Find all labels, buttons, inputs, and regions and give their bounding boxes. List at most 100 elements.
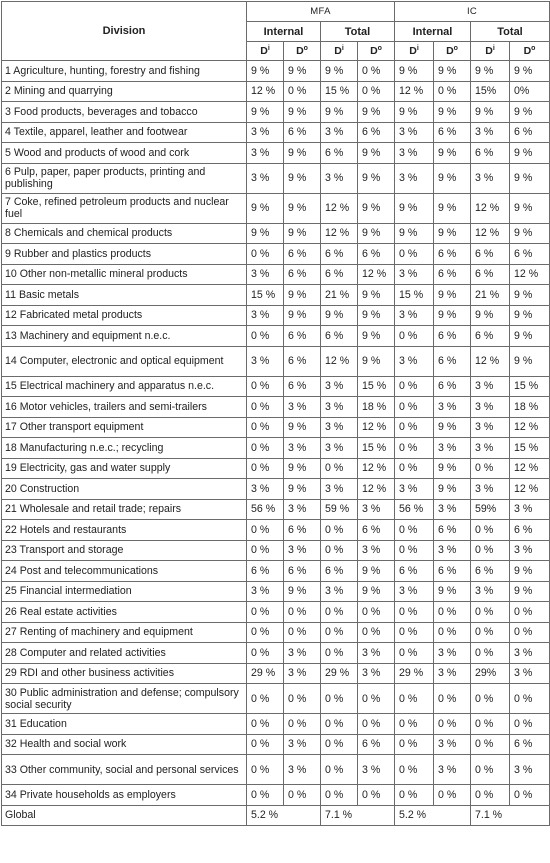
division-label: 15 Electrical machinery and apparatus n.… — [1, 375, 247, 397]
value-cell: 3 % — [357, 642, 395, 664]
value-cell: 0 % — [246, 519, 284, 541]
value-cell: 0 % — [394, 437, 434, 459]
value-cell: 9 % — [357, 345, 395, 377]
value-cell: 0 % — [508, 713, 550, 735]
value-cell: 6 % — [508, 519, 550, 541]
value-cell: 0 % — [394, 416, 434, 438]
d-column-header: Di — [320, 41, 358, 61]
value-cell: 0 % — [246, 416, 284, 438]
division-header: Division — [1, 1, 247, 61]
value-cell: 9 % — [508, 580, 550, 602]
value-cell: 3 % — [246, 142, 284, 164]
table-row: 5 Wood and products of wood and cork 3 % 9… — [1, 142, 550, 164]
division-label: 20 Construction — [1, 478, 247, 500]
division-label: 31 Education — [1, 713, 247, 735]
value-cell: 6 % — [433, 325, 471, 347]
value-cell: 6 % — [357, 121, 395, 143]
value-cell: 0 % — [320, 642, 358, 664]
division-label: 2 Mining and quarrying — [1, 80, 247, 102]
value-cell: 0 % — [394, 457, 434, 479]
value-cell: 21 % — [320, 284, 358, 306]
division-label: 28 Computer and related activities — [1, 642, 247, 664]
value-cell: 9 % — [246, 101, 284, 123]
value-cell: 0 % — [394, 539, 434, 561]
value-cell: 0 % — [246, 754, 284, 785]
value-cell: 0 % — [508, 683, 550, 714]
value-cell: 9 % — [283, 457, 321, 479]
value-cell: 0 % — [246, 784, 284, 806]
value-cell: 9 % — [357, 192, 395, 224]
value-cell: 0 % — [433, 683, 471, 714]
value-cell: 9 % — [357, 325, 395, 347]
value-cell: 6 % — [470, 560, 510, 582]
value-cell: 3 % — [320, 478, 358, 500]
value-cell: 0 % — [394, 621, 434, 643]
value-cell: 0 % — [394, 642, 434, 664]
value-cell: 6 % — [320, 263, 358, 285]
value-cell: 3 % — [246, 304, 284, 326]
value-cell: 3 % — [394, 304, 434, 326]
value-cell: 0 % — [246, 325, 284, 347]
value-cell: 9 % — [320, 304, 358, 326]
table-row: 1 Agriculture, hunting, forestry and fis… — [1, 60, 550, 82]
value-cell: 0 % — [357, 683, 395, 714]
value-cell: 3 % — [320, 580, 358, 602]
division-label: 32 Health and social work — [1, 733, 247, 755]
value-cell: 0 % — [246, 375, 284, 397]
table-row: 32 Health and social work 0 % 3 % 0 % 6 % 0 %… — [1, 733, 550, 755]
value-cell: 9 % — [433, 222, 471, 244]
value-cell: 9 % — [470, 304, 510, 326]
value-cell: 3 % — [246, 121, 284, 143]
value-cell: 29 % — [320, 662, 358, 684]
value-cell: 3 % — [246, 345, 284, 377]
table-row: 24 Post and telecommunications 6 % 6 % 6 % 9… — [1, 560, 550, 582]
value-cell: 6 % — [433, 121, 471, 143]
value-cell: 0 % — [394, 243, 434, 265]
table-row: 8 Chemicals and chemical products 9 % 9 % 1… — [1, 222, 550, 244]
value-cell: 9 % — [394, 222, 434, 244]
division-label: 34 Private households as employers — [1, 784, 247, 806]
table-row: 15 Electrical machinery and apparatus n.… — [1, 375, 550, 397]
value-cell: 3 % — [394, 345, 434, 377]
value-cell: 0 % — [246, 539, 284, 561]
value-cell: 12 % — [508, 478, 550, 500]
d-column-header: Do — [433, 41, 471, 61]
value-cell: 0 % — [470, 601, 510, 623]
value-cell: 6 % — [357, 733, 395, 755]
group-header-ic: IC — [393, 1, 550, 22]
division-label: 4 Textile, apparel, leather and footwear — [1, 121, 247, 143]
value-cell: 3 % — [470, 478, 510, 500]
value-cell: 0 % — [357, 60, 395, 82]
table-row: 12 Fabricated metal products 3 % 9 % 9 % 9 %… — [1, 304, 550, 326]
value-cell: 0 % — [320, 713, 358, 735]
value-cell: 9 % — [357, 222, 395, 244]
value-cell: 3 % — [508, 539, 550, 561]
value-cell: 0 % — [320, 683, 358, 714]
value-cell: 15% — [470, 80, 510, 102]
value-cell: 3 % — [320, 437, 358, 459]
value-cell: 0 % — [470, 642, 510, 664]
value-cell: 0 % — [320, 733, 358, 755]
value-cell: 9 % — [433, 416, 471, 438]
value-cell: 0 % — [470, 621, 510, 643]
value-cell: 6 % — [283, 375, 321, 397]
value-cell: 9 % — [394, 101, 434, 123]
value-cell: 3 % — [508, 642, 550, 664]
subgroup-header: Total — [320, 21, 395, 42]
value-cell: 0 % — [433, 80, 471, 102]
value-cell: 6 % — [320, 243, 358, 265]
value-cell: 0 % — [246, 243, 284, 265]
value-cell: 0 % — [320, 457, 358, 479]
value-cell: 3 % — [433, 396, 471, 418]
value-cell: 0 % — [394, 375, 434, 397]
value-cell: 0 % — [394, 733, 434, 755]
d-column-header: Do — [508, 41, 550, 61]
value-cell: 3 % — [283, 437, 321, 459]
value-cell: 12 % — [357, 478, 395, 500]
division-label: 9 Rubber and plastics products — [1, 243, 247, 265]
value-cell: 9 % — [508, 284, 550, 306]
value-cell: 9 % — [357, 560, 395, 582]
value-cell: 3 % — [320, 396, 358, 418]
value-cell: 9 % — [433, 478, 471, 500]
value-cell: 3 % — [283, 754, 321, 785]
